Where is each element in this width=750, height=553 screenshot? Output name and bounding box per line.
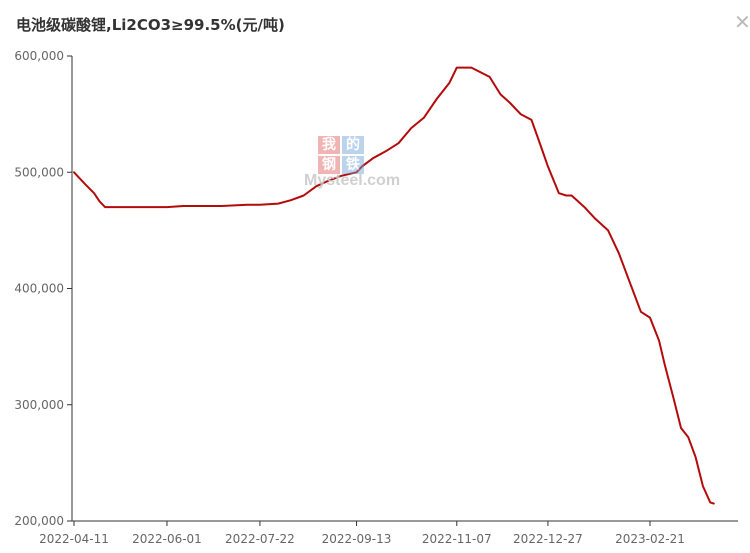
y-tick-label: 600,000 [14, 49, 64, 63]
close-icon[interactable]: ✕ [734, 10, 750, 34]
series-line [73, 66, 715, 505]
y-axis-labels: 200,000 300,000 400,000 500,000 600,000 [14, 49, 64, 528]
y-tick-label: 400,000 [14, 282, 64, 296]
x-tick-label: 2022-06-01 [132, 532, 202, 546]
y-tick-label: 500,000 [14, 165, 64, 179]
chart-axes [67, 55, 738, 526]
x-tick-label: 2022-04-11 [39, 532, 109, 546]
chart-title: 电池级碳酸锂,Li2CO3≥99.5%(元/吨) [16, 16, 285, 34]
x-axis-labels: 2022-04-11 2022-06-01 2022-07-22 2022-09-13… [39, 532, 685, 546]
x-tick-label: 2022-11-07 [422, 532, 492, 546]
chart-series [73, 66, 715, 505]
x-tick-label: 2023-02-21 [615, 532, 685, 546]
x-tick-label: 2022-12-27 [513, 532, 583, 546]
y-tick-label: 200,000 [14, 514, 64, 528]
y-tick-label: 300,000 [14, 398, 64, 412]
x-tick-label: 2022-07-22 [225, 532, 295, 546]
x-tick-label: 2022-09-13 [322, 532, 392, 546]
